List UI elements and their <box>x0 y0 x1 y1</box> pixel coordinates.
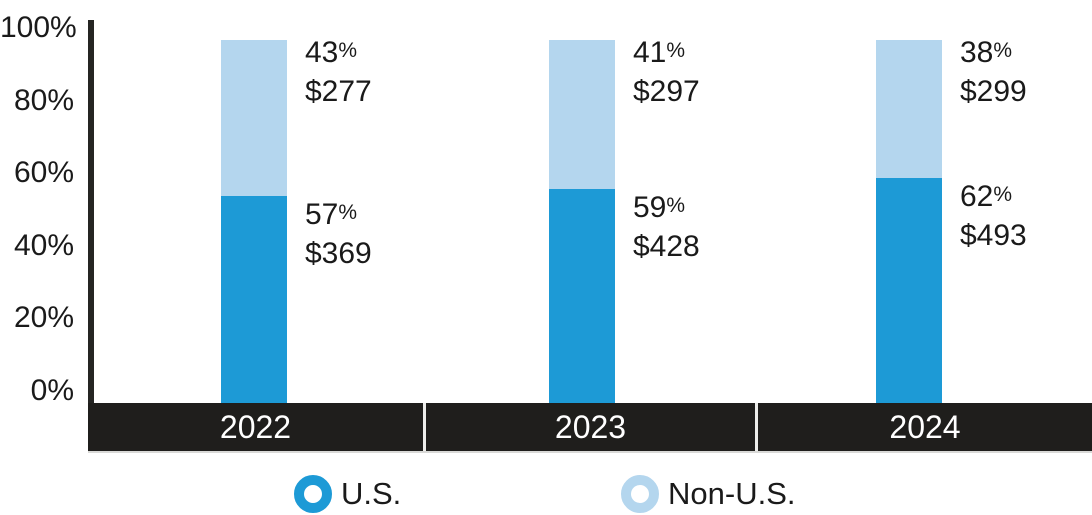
us-legend-ring-icon <box>294 475 332 513</box>
amount-label: $299 <box>960 75 1027 108</box>
legend-item-us: U.S. <box>294 475 401 513</box>
y-axis-tick-label: 60% <box>13 156 74 190</box>
percent-label: 38% <box>960 36 1013 69</box>
x-axis-band: 2022 2023 2024 <box>88 403 1092 453</box>
percent-label: 43% <box>305 36 358 69</box>
bar-segment-us-2022 <box>221 196 287 403</box>
bar-segment-non-us-2023 <box>549 40 615 189</box>
y-axis-tick-label: 0% <box>30 374 74 407</box>
y-axis-tick-label: 100% <box>0 11 77 44</box>
percent-label: 59% <box>633 191 686 224</box>
y-axis-tick-label: 40% <box>13 228 74 262</box>
legend-item-non-us: Non-U.S. <box>621 475 795 513</box>
non-us-value-label-2023: 41% $297 <box>633 35 700 110</box>
band-divider <box>423 403 426 451</box>
amount-label: $369 <box>305 237 372 270</box>
x-axis-year-label-2023: 2023 <box>554 409 627 445</box>
bar-segment-us-2024 <box>876 178 942 403</box>
non-us-value-label-2024: 38% $299 <box>960 35 1027 110</box>
us-value-label-2024: 62% $493 <box>960 179 1027 254</box>
legend-label-non-us: Non-U.S. <box>668 476 796 511</box>
amount-label: $297 <box>633 75 700 108</box>
bar-segment-us-2023 <box>549 189 615 403</box>
percent-label: 57% <box>305 198 358 231</box>
y-axis-tick-label: 20% <box>13 301 74 335</box>
non-us-value-label-2022: 43% $277 <box>305 35 372 110</box>
us-value-label-2023: 59% $428 <box>633 190 700 265</box>
us-value-label-2022: 57% $369 <box>305 197 372 272</box>
bar-segment-non-us-2024 <box>876 40 942 178</box>
non-us-legend-ring-icon <box>621 475 659 513</box>
band-divider <box>755 403 758 451</box>
x-axis-year-label-2024: 2024 <box>889 409 961 445</box>
y-axis-tick-label: 80% <box>13 83 74 117</box>
y-axis-line <box>88 20 94 403</box>
bar-segment-non-us-2022 <box>221 40 287 196</box>
legend-label-us: U.S. <box>341 476 402 511</box>
percent-label: 62% <box>960 180 1013 213</box>
x-axis-year-label-2022: 2022 <box>219 409 292 445</box>
percent-label: 41% <box>633 36 686 69</box>
amount-label: $277 <box>305 75 372 108</box>
amount-label: $428 <box>633 230 700 263</box>
amount-label: $493 <box>960 219 1027 252</box>
